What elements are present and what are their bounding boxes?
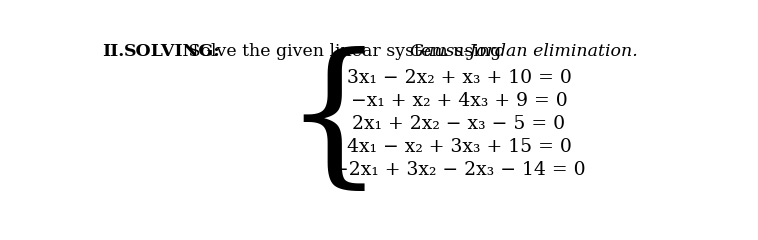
Text: 2x₁ + 2x₂ − x₃ − 5 = 0: 2x₁ + 2x₂ − x₃ − 5 = 0 — [352, 115, 565, 133]
Text: {: { — [283, 46, 384, 198]
Text: 4x₁ − x₂ + 3x₃ + 15 = 0: 4x₁ − x₂ + 3x₃ + 15 = 0 — [346, 138, 572, 156]
Text: −x₁ + x₂ + 4x₃ + 9 = 0: −x₁ + x₂ + 4x₃ + 9 = 0 — [351, 92, 567, 110]
Text: Gauss-Jordan elimination.: Gauss-Jordan elimination. — [410, 43, 638, 60]
Text: Solve the given linear system using: Solve the given linear system using — [183, 43, 507, 60]
Text: 3x₁ − 2x₂ + x₃ + 10 = 0: 3x₁ − 2x₂ + x₃ + 10 = 0 — [346, 69, 572, 87]
Text: SOLVING:: SOLVING: — [124, 43, 221, 60]
Text: II.: II. — [102, 43, 125, 60]
Text: −2x₁ + 3x₂ − 2x₃ − 14 = 0: −2x₁ + 3x₂ − 2x₃ − 14 = 0 — [333, 161, 585, 179]
